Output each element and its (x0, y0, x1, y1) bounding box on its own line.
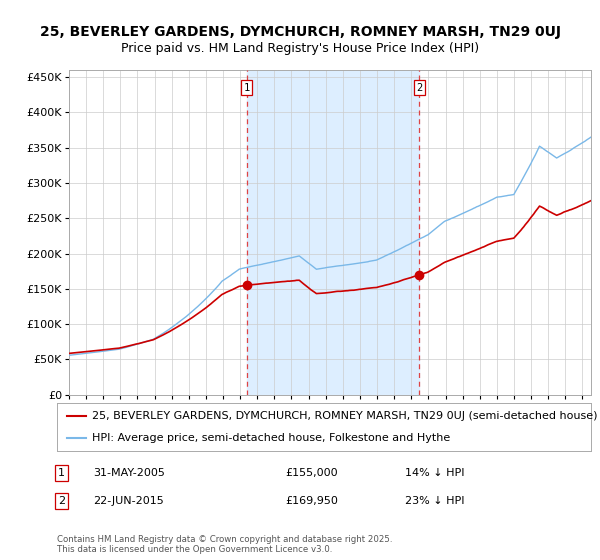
Text: 2: 2 (416, 83, 422, 93)
Text: 25, BEVERLEY GARDENS, DYMCHURCH, ROMNEY MARSH, TN29 0UJ: 25, BEVERLEY GARDENS, DYMCHURCH, ROMNEY … (40, 25, 560, 39)
Text: 22-JUN-2015: 22-JUN-2015 (93, 496, 164, 506)
Text: £169,950: £169,950 (285, 496, 338, 506)
Text: 25, BEVERLEY GARDENS, DYMCHURCH, ROMNEY MARSH, TN29 0UJ (semi-detached house): 25, BEVERLEY GARDENS, DYMCHURCH, ROMNEY … (92, 411, 597, 421)
Text: 2: 2 (58, 496, 65, 506)
Text: 1: 1 (244, 83, 250, 93)
Text: Contains HM Land Registry data © Crown copyright and database right 2025.
This d: Contains HM Land Registry data © Crown c… (57, 535, 392, 554)
Text: Price paid vs. HM Land Registry's House Price Index (HPI): Price paid vs. HM Land Registry's House … (121, 42, 479, 55)
Text: 23% ↓ HPI: 23% ↓ HPI (405, 496, 464, 506)
Text: £155,000: £155,000 (285, 468, 338, 478)
Text: 31-MAY-2005: 31-MAY-2005 (93, 468, 165, 478)
Text: 1: 1 (58, 468, 65, 478)
Text: 14% ↓ HPI: 14% ↓ HPI (405, 468, 464, 478)
Bar (247, 70, 419, 395)
Text: HPI: Average price, semi-detached house, Folkestone and Hythe: HPI: Average price, semi-detached house,… (92, 433, 450, 443)
